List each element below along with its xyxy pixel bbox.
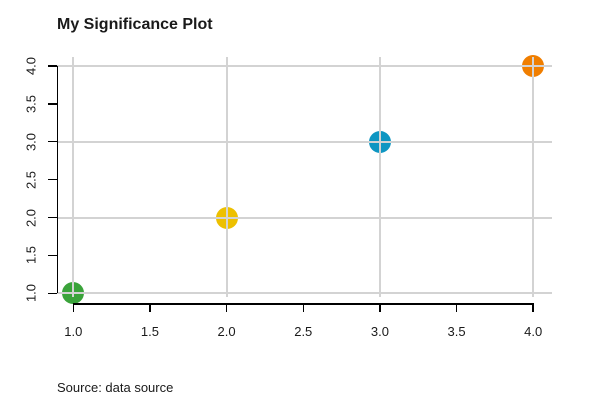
x-tick [302,303,304,313]
y-tick [47,140,57,143]
x-tick [72,303,75,313]
x-tick-label: 1.0 [64,324,83,339]
x-tick [379,303,381,313]
gridline-horizontal [56,64,552,67]
y-tick-label: 2.5 [23,170,39,189]
x-tick-label: 3.0 [370,324,389,339]
gridline-horizontal [56,216,552,219]
gridline-horizontal [56,292,552,295]
gridline-horizontal [56,140,552,143]
gridline-vertical [225,57,228,297]
y-axis-line [56,65,59,294]
y-tick [47,178,57,181]
gridline-vertical [378,57,381,297]
x-tick-label: 4.0 [524,324,543,339]
y-tick-label: 1.0 [23,284,39,303]
x-tick [455,303,458,313]
x-tick [149,303,151,313]
x-tick-label: 2.5 [294,324,313,339]
x-tick-label: 2.0 [217,324,236,339]
gridline-vertical [72,57,75,297]
gridline-vertical [532,57,535,297]
y-tick-label: 1.5 [23,246,39,265]
chart-title: My Significance Plot [57,16,213,33]
y-tick [47,65,57,67]
y-tick [47,103,57,105]
y-tick-label: 3.5 [23,94,39,113]
x-tick [225,303,228,313]
y-tick-label: 4.0 [23,56,39,75]
source-note: Source: data source [57,380,174,395]
y-tick-label: 2.0 [23,208,39,227]
y-tick-label: 3.0 [23,132,39,151]
x-tick-label: 1.5 [140,324,159,339]
y-tick [47,254,57,257]
x-tick-label: 3.5 [447,324,466,339]
x-tick [532,303,534,313]
y-tick [47,216,57,219]
y-tick [47,292,57,295]
